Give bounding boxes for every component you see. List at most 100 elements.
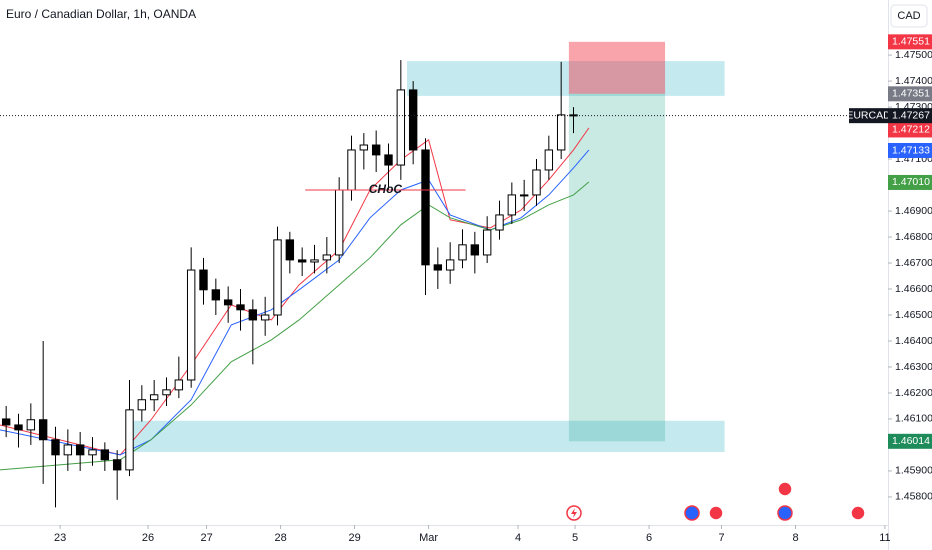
candle-body [223,299,233,306]
candle-body [1,418,11,426]
event-icon[interactable] [777,481,793,497]
symbol-box [849,108,888,124]
currency[interactable]: CAD [897,10,920,22]
symbol-label: EURCAD [846,109,891,121]
event-icon[interactable] [708,505,724,521]
price-label: 1.47351 [892,88,930,100]
candle-body [408,89,418,151]
y-tick-label: 1.47500 [895,49,932,61]
candle-body [26,419,36,431]
price-label: 1.47133 [892,144,930,156]
candle-body [458,244,467,261]
event-icon[interactable] [684,505,700,521]
plot-area: CHoC [0,41,888,508]
y-tick-label: 1.46800 [895,231,932,243]
candle-body [174,379,184,391]
price-label-box [888,142,932,158]
candle-body [322,254,332,261]
candle-body [88,449,97,456]
candle-body [236,304,245,311]
candle-body [519,194,529,197]
price-label: 1.47551 [892,36,930,48]
candle-body [149,394,159,401]
target-zone [568,93,666,442]
y-tick-label: 1.46100 [895,413,932,425]
price-label-box [888,86,932,102]
candle-body [544,149,554,171]
x-tick-label: 28 [274,532,286,544]
candle-body [421,149,430,266]
chart-title: Euro / Canadian Dollar, 1h, OANDA [6,7,196,21]
candle-body [371,144,381,156]
candle-body [384,154,393,166]
y-tick-label: 1.46400 [895,335,932,347]
candle-body [470,244,480,256]
candle-body [186,269,196,381]
candle-body [75,444,85,456]
time-axis-panel [0,525,888,550]
x-tick-label: 23 [54,532,66,544]
candle-body [51,439,60,456]
candle-body [248,309,258,321]
x-tick-label: 29 [348,532,360,544]
price-label: 1.47212 [892,124,930,136]
x-tick-label: 27 [200,532,212,544]
event-icons [566,481,866,521]
y-tick-label: 1.46600 [895,283,932,295]
y-tick-label: 1.45800 [895,491,932,503]
candle-body [507,194,517,216]
zone [127,420,725,452]
candle-body [125,409,134,471]
currency-button[interactable] [890,4,928,28]
zone [407,61,725,96]
event-icon[interactable] [850,505,866,521]
candle-body [112,459,122,471]
candle-body [199,269,208,291]
candle-body [260,314,270,321]
x-tick-label: 6 [646,532,652,544]
x-tick-label: 26 [142,532,154,544]
candle-body [14,424,23,431]
y-tick-label: 1.45900 [895,465,932,477]
candle-body [211,289,221,301]
candle-body [100,449,110,461]
x-tick-label: 7 [718,532,724,544]
candle-body [38,419,48,441]
moving-average [0,149,590,456]
x-tick-label: Mar [419,532,438,544]
candle-body [310,259,319,263]
event-icon[interactable] [777,505,793,521]
moving-average [0,127,590,456]
candle-body [495,214,504,231]
y-tick-label: 1.46200 [895,387,932,399]
price-label-box [888,174,932,190]
annotation-label: CHoC [369,182,403,196]
y-tick-label: 1.46300 [895,361,932,373]
last-price-label-box [888,108,932,124]
candle-body [285,239,295,261]
price-label: 1.46014 [892,435,930,447]
candle-body [162,389,171,396]
event-icon-glyph [571,508,577,518]
price-label-box [888,433,932,449]
moving-average [0,181,590,471]
candle-body [334,189,344,256]
last-price-label: 1.47267 [892,109,930,121]
candle-body [359,144,369,151]
price-label: 1.47010 [892,176,930,188]
y-tick-label: 1.46900 [895,205,932,217]
candle-body [137,399,147,411]
candle-body [347,149,356,191]
x-tick-label: 11 [879,532,890,544]
stop-zone [568,41,666,94]
y-tick-label: 1.46700 [895,257,932,269]
x-tick-label: 5 [572,532,578,544]
candle-body [273,239,282,316]
candle-body [556,114,566,151]
x-tick-label: 8 [792,532,798,544]
price-label-box [888,122,932,138]
candle-body [482,229,492,256]
x-tick-label: 4 [515,532,521,544]
